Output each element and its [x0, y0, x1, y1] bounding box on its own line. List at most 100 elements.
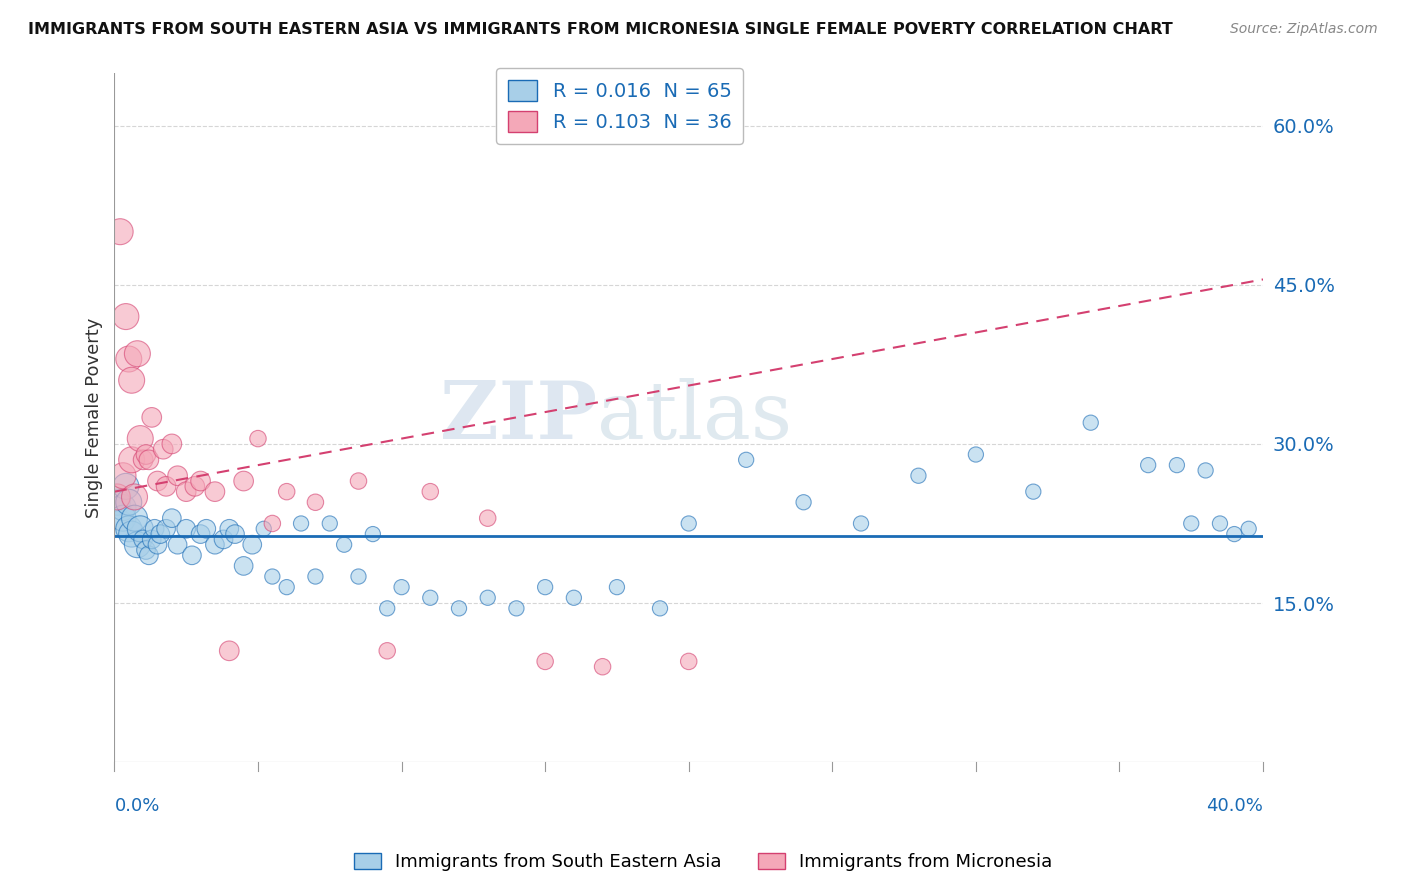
Point [232, 558, 254, 573]
Point [224, 527, 246, 541]
Point [218, 644, 240, 658]
Point [212, 533, 235, 547]
Point [166, 468, 188, 483]
Point [262, 569, 284, 583]
Y-axis label: Single Female Poverty: Single Female Poverty [86, 318, 103, 517]
Text: ZIP: ZIP [440, 378, 596, 457]
Point [505, 601, 527, 615]
Point [118, 495, 141, 509]
Point [204, 484, 226, 499]
Point [160, 437, 183, 451]
Point [375, 601, 398, 615]
Point [562, 591, 585, 605]
Point [262, 516, 284, 531]
Point [218, 522, 240, 536]
Point [907, 468, 929, 483]
Legend: R = 0.016  N = 65, R = 0.103  N = 36: R = 0.016 N = 65, R = 0.103 N = 36 [496, 69, 744, 144]
Point [132, 533, 155, 547]
Point [121, 527, 143, 541]
Point [181, 549, 204, 563]
Point [419, 591, 441, 605]
Point [849, 516, 872, 531]
Point [152, 442, 174, 457]
Text: 0.0%: 0.0% [114, 797, 160, 814]
Point [105, 495, 128, 509]
Point [648, 601, 671, 615]
Point [793, 495, 815, 509]
Point [141, 533, 163, 547]
Point [1022, 484, 1045, 499]
Point [129, 522, 152, 536]
Point [124, 490, 146, 504]
Point [1194, 463, 1216, 477]
Point [965, 448, 987, 462]
Point [1223, 527, 1246, 541]
Point [1166, 458, 1188, 472]
Point [146, 538, 169, 552]
Point [190, 474, 212, 488]
Point [108, 225, 131, 239]
Point [108, 516, 131, 531]
Point [246, 432, 269, 446]
Point [105, 490, 128, 504]
Point [240, 538, 263, 552]
Point [361, 527, 384, 541]
Point [276, 484, 298, 499]
Point [1080, 416, 1102, 430]
Point [132, 452, 155, 467]
Point [204, 538, 226, 552]
Point [174, 484, 197, 499]
Point [419, 484, 441, 499]
Point [304, 569, 326, 583]
Point [166, 538, 188, 552]
Point [606, 580, 628, 594]
Point [195, 522, 218, 536]
Legend: Immigrants from South Eastern Asia, Immigrants from Micronesia: Immigrants from South Eastern Asia, Immi… [346, 846, 1060, 879]
Point [127, 538, 149, 552]
Point [115, 479, 138, 493]
Point [160, 511, 183, 525]
Point [534, 580, 557, 594]
Text: IMMIGRANTS FROM SOUTH EASTERN ASIA VS IMMIGRANTS FROM MICRONESIA SINGLE FEMALE P: IMMIGRANTS FROM SOUTH EASTERN ASIA VS IM… [28, 22, 1173, 37]
Point [127, 347, 149, 361]
Point [112, 511, 135, 525]
Point [477, 511, 499, 525]
Point [121, 373, 143, 387]
Text: Source: ZipAtlas.com: Source: ZipAtlas.com [1230, 22, 1378, 37]
Point [115, 310, 138, 324]
Point [129, 432, 152, 446]
Text: atlas: atlas [596, 378, 792, 457]
Text: 40.0%: 40.0% [1206, 797, 1263, 814]
Point [253, 522, 276, 536]
Point [290, 516, 312, 531]
Point [121, 452, 143, 467]
Point [333, 538, 356, 552]
Point [1137, 458, 1160, 472]
Point [190, 527, 212, 541]
Point [534, 655, 557, 669]
Point [477, 591, 499, 605]
Point [149, 527, 172, 541]
Point [118, 351, 141, 366]
Point [678, 516, 700, 531]
Point [138, 452, 160, 467]
Point [276, 580, 298, 594]
Point [1209, 516, 1232, 531]
Point [678, 655, 700, 669]
Point [304, 495, 326, 509]
Point [138, 549, 160, 563]
Point [319, 516, 342, 531]
Point [143, 522, 166, 536]
Point [592, 659, 614, 673]
Point [347, 569, 370, 583]
Point [135, 543, 157, 558]
Point [112, 468, 135, 483]
Point [141, 410, 163, 425]
Point [232, 474, 254, 488]
Point [1180, 516, 1202, 531]
Point [118, 522, 141, 536]
Point [155, 522, 177, 536]
Point [184, 479, 207, 493]
Point [174, 522, 197, 536]
Point [146, 474, 169, 488]
